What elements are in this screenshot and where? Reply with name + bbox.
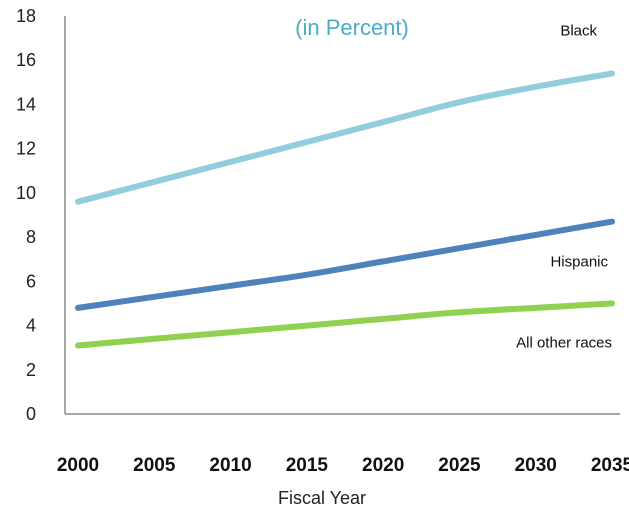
y-tick-label: 16 <box>16 50 36 70</box>
series-label-hispanic: Hispanic <box>550 254 608 271</box>
x-tick-label: 2035 <box>591 455 629 476</box>
y-tick-label: 14 <box>16 94 36 114</box>
x-tick-label: 2030 <box>515 455 557 476</box>
x-tick-label: 2015 <box>286 455 329 476</box>
x-axis-title: Fiscal Year <box>278 488 366 508</box>
y-tick-label: 0 <box>26 404 36 424</box>
series-labels: Black Hispanic All other races <box>516 22 612 351</box>
x-tick-label: 2005 <box>133 455 176 476</box>
x-tick-label: 2000 <box>57 455 99 476</box>
series-label-all-other-races: All other races <box>516 334 612 351</box>
x-tick-label: 2020 <box>362 455 404 476</box>
y-tick-label: 6 <box>26 271 36 291</box>
x-tick-label: 2010 <box>209 455 251 476</box>
y-tick-label: 10 <box>16 183 36 203</box>
y-tick-label: 4 <box>26 316 36 336</box>
y-tick-label: 2 <box>26 360 36 380</box>
series-line-all-other-races <box>75 300 615 349</box>
series-line-black <box>75 70 615 205</box>
y-tick-label: 18 <box>16 6 36 26</box>
y-tick-label: 8 <box>26 227 36 247</box>
series-label-black: Black <box>560 22 597 39</box>
x-tick-label: 2025 <box>438 455 481 476</box>
series-lines <box>75 70 615 349</box>
y-tick-label: 12 <box>16 139 36 159</box>
x-tick-labels: 2000 2005 2010 2015 2020 2025 2030 2035 <box>57 455 629 476</box>
y-tick-labels: 0 2 4 6 8 10 12 14 16 18 <box>16 6 36 424</box>
series-line-hispanic <box>75 218 615 311</box>
chart-title: (in Percent) <box>295 15 409 40</box>
